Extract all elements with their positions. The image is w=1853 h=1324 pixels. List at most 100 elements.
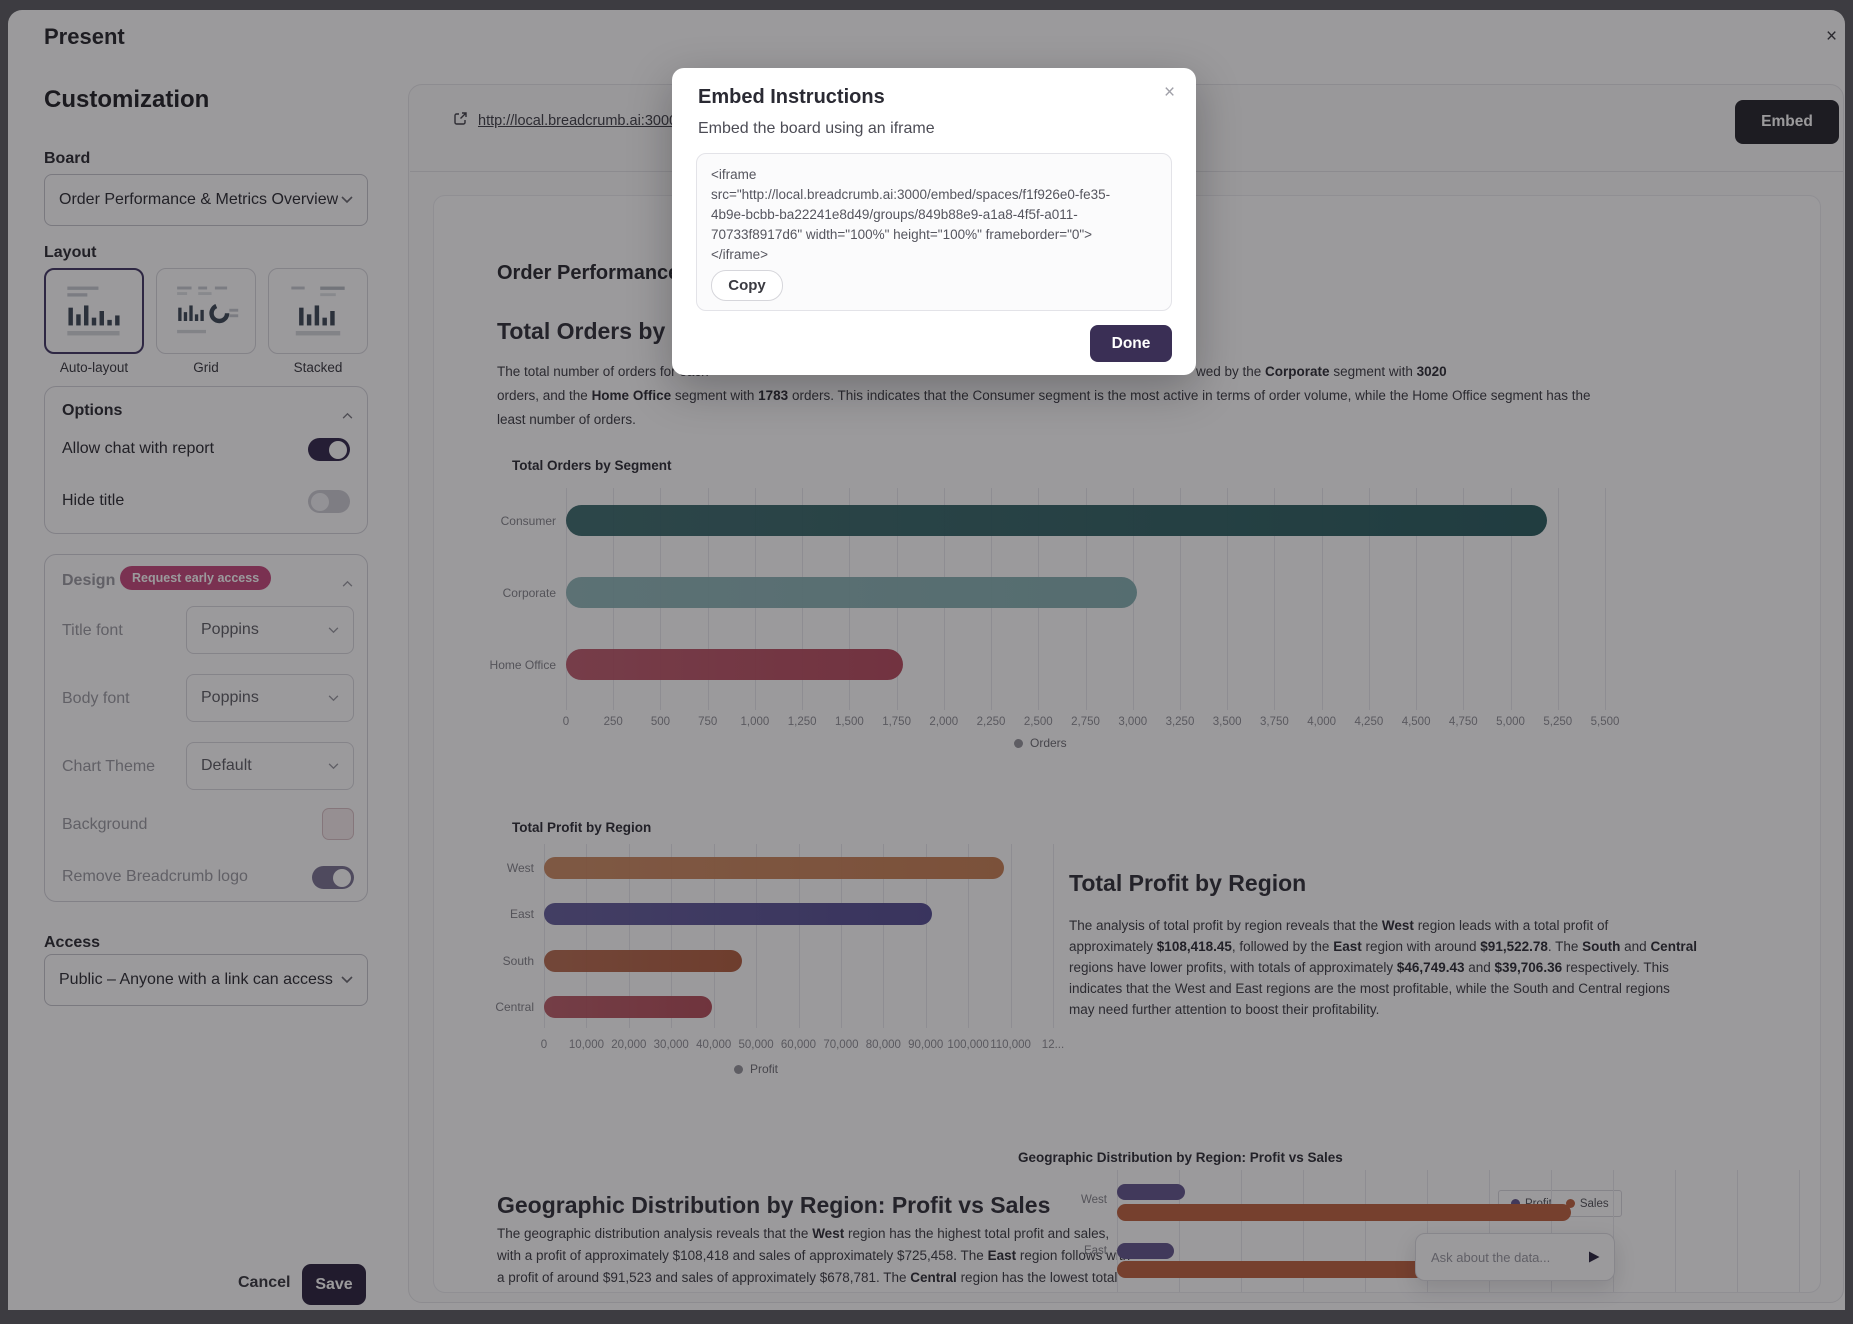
orders-paragraph-line2: orders, and the Home Office segment with… <box>497 388 1591 403</box>
geo-paragraph-line2: with a profit of approximately $108,418 … <box>497 1248 1131 1263</box>
board-select[interactable]: Order Performance & Metrics Overview <box>44 174 368 226</box>
grid-line <box>798 844 800 1028</box>
ask-data-input-box <box>1415 1233 1615 1281</box>
x-tick-label: 5,250 <box>1543 716 1573 728</box>
grid-line <box>586 844 588 1028</box>
grid-line <box>1416 488 1418 710</box>
layout-grid-label: Grid <box>193 360 219 375</box>
remove-logo-toggle[interactable] <box>312 866 354 889</box>
x-tick-label: 100,000 <box>947 1039 989 1051</box>
options-title: Options <box>62 402 123 419</box>
access-select-value: Public – Anyone with a link can access <box>59 971 333 988</box>
sales-dot-icon <box>1565 1199 1575 1208</box>
title-font-label: Title font <box>62 622 123 639</box>
orders-paragraph-line1-right: wed by the Corporate segment with 3020 <box>1196 364 1447 379</box>
x-tick-label: 250 <box>603 716 623 728</box>
chevron-up-icon[interactable] <box>342 574 353 592</box>
embed-button[interactable]: Embed <box>1735 100 1839 144</box>
body-font-label: Body font <box>62 690 130 707</box>
board-select-value: Order Performance & Metrics Overview <box>59 191 339 208</box>
grid-line <box>1427 1170 1428 1292</box>
bar-corporate <box>566 577 1137 608</box>
profit-paragraph-line3: regions have lower profits, with totals … <box>1069 960 1669 975</box>
body-font-value: Poppins <box>201 689 259 706</box>
grid-line <box>544 844 545 1028</box>
cancel-button[interactable]: Cancel <box>238 1274 291 1291</box>
category-label: Central <box>495 1000 534 1014</box>
background-swatch[interactable] <box>322 808 354 840</box>
hide-title-toggle[interactable] <box>308 490 350 513</box>
grid-line <box>1489 1170 1490 1292</box>
profit-dot-icon <box>1511 1199 1520 1208</box>
grid-line <box>883 844 885 1028</box>
geo-paragraph-line1: The geographic distribution analysis rev… <box>497 1226 1110 1241</box>
x-tick-label: 0 <box>562 716 570 728</box>
background-label: Background <box>62 816 148 833</box>
layout-label: Layout <box>44 244 97 261</box>
grid-line <box>628 844 630 1028</box>
chevron-down-icon <box>328 621 339 639</box>
send-icon[interactable] <box>1587 1250 1601 1264</box>
chevron-up-icon[interactable] <box>342 406 353 424</box>
grid-line <box>925 844 927 1028</box>
external-link-icon <box>453 111 468 131</box>
dialog-close-icon[interactable]: × <box>1826 26 1838 47</box>
legend-item-sales: Sales <box>1565 1198 1609 1210</box>
orders-chart-title: Total Orders by Segment <box>512 458 672 473</box>
x-tick-label: 2,000 <box>929 716 959 728</box>
bar-consumer <box>566 505 1547 536</box>
access-select[interactable]: Public – Anyone with a link can access <box>44 954 368 1006</box>
board-label: Board <box>44 150 91 167</box>
grid-line <box>1010 844 1012 1028</box>
bar-home-office <box>566 649 903 680</box>
grid-line <box>713 844 715 1028</box>
layout-option-grid[interactable] <box>156 268 256 354</box>
geo-chart-title: Geographic Distribution by Region: Profi… <box>1018 1150 1343 1165</box>
chart-theme-label: Chart Theme <box>62 758 156 775</box>
layout-option-auto-layout[interactable] <box>44 268 144 354</box>
category-label: West <box>1081 1194 1107 1206</box>
x-tick-label: 3,750 <box>1260 716 1289 728</box>
toggle-knob <box>329 440 347 459</box>
chart-theme-select[interactable]: Default <box>186 742 354 790</box>
x-tick-label: 30,000 <box>653 1039 689 1051</box>
x-tick-label: 5,500 <box>1590 716 1620 728</box>
category-label: Corporate <box>502 585 556 600</box>
geo-section-heading: Geographic Distribution by Region: Profi… <box>497 1192 1051 1218</box>
embed-code-line: 4b9e-bcbb-ba22241e8d49/groups/849b88e9-a… <box>711 207 1078 222</box>
grid-line <box>1365 1170 1366 1292</box>
title-font-select[interactable]: Poppins <box>186 606 354 654</box>
ask-data-input[interactable] <box>1429 1248 1573 1266</box>
toggle-knob <box>333 868 351 887</box>
profit-paragraph-line2: approximately $108,418.45, followed by t… <box>1069 939 1697 954</box>
x-tick-label: 750 <box>698 716 718 728</box>
done-button[interactable]: Done <box>1090 325 1172 362</box>
x-tick-label: 2,500 <box>1023 716 1053 728</box>
grid-line <box>1274 488 1276 710</box>
embed-code-line: <iframe <box>711 167 757 182</box>
modal-close-icon[interactable]: × <box>1164 82 1176 103</box>
profit-paragraph-line5: may need further attention to boost thei… <box>1069 1002 1380 1017</box>
layout-option-stacked[interactable] <box>268 268 368 354</box>
x-tick-label: 20,000 <box>611 1039 647 1051</box>
present-title: Present <box>44 24 125 49</box>
chart-legend: Profit <box>734 1062 778 1076</box>
grid-line <box>1737 1170 1738 1292</box>
chevron-down-icon <box>341 191 353 209</box>
design-title: Design <box>62 572 116 589</box>
save-button[interactable]: Save <box>302 1264 366 1305</box>
chevron-down-icon <box>328 757 339 775</box>
early-access-badge[interactable]: Request early access <box>120 566 272 590</box>
x-tick-label: 60,000 <box>780 1039 817 1051</box>
bar-profit-west <box>1117 1184 1185 1200</box>
body-font-select[interactable]: Poppins <box>186 674 354 722</box>
allow-chat-toggle[interactable] <box>308 438 350 461</box>
x-tick-label: 4,250 <box>1354 716 1384 728</box>
category-label: East <box>1083 1245 1107 1257</box>
category-label: Consumer <box>500 513 556 528</box>
legend-dot-icon <box>734 1064 743 1074</box>
preview-url-link[interactable]: http://local.breadcrumb.ai:3000/rep <box>453 111 702 131</box>
layout-stacked-label: Stacked <box>293 360 343 375</box>
copy-button[interactable]: Copy <box>711 270 783 301</box>
